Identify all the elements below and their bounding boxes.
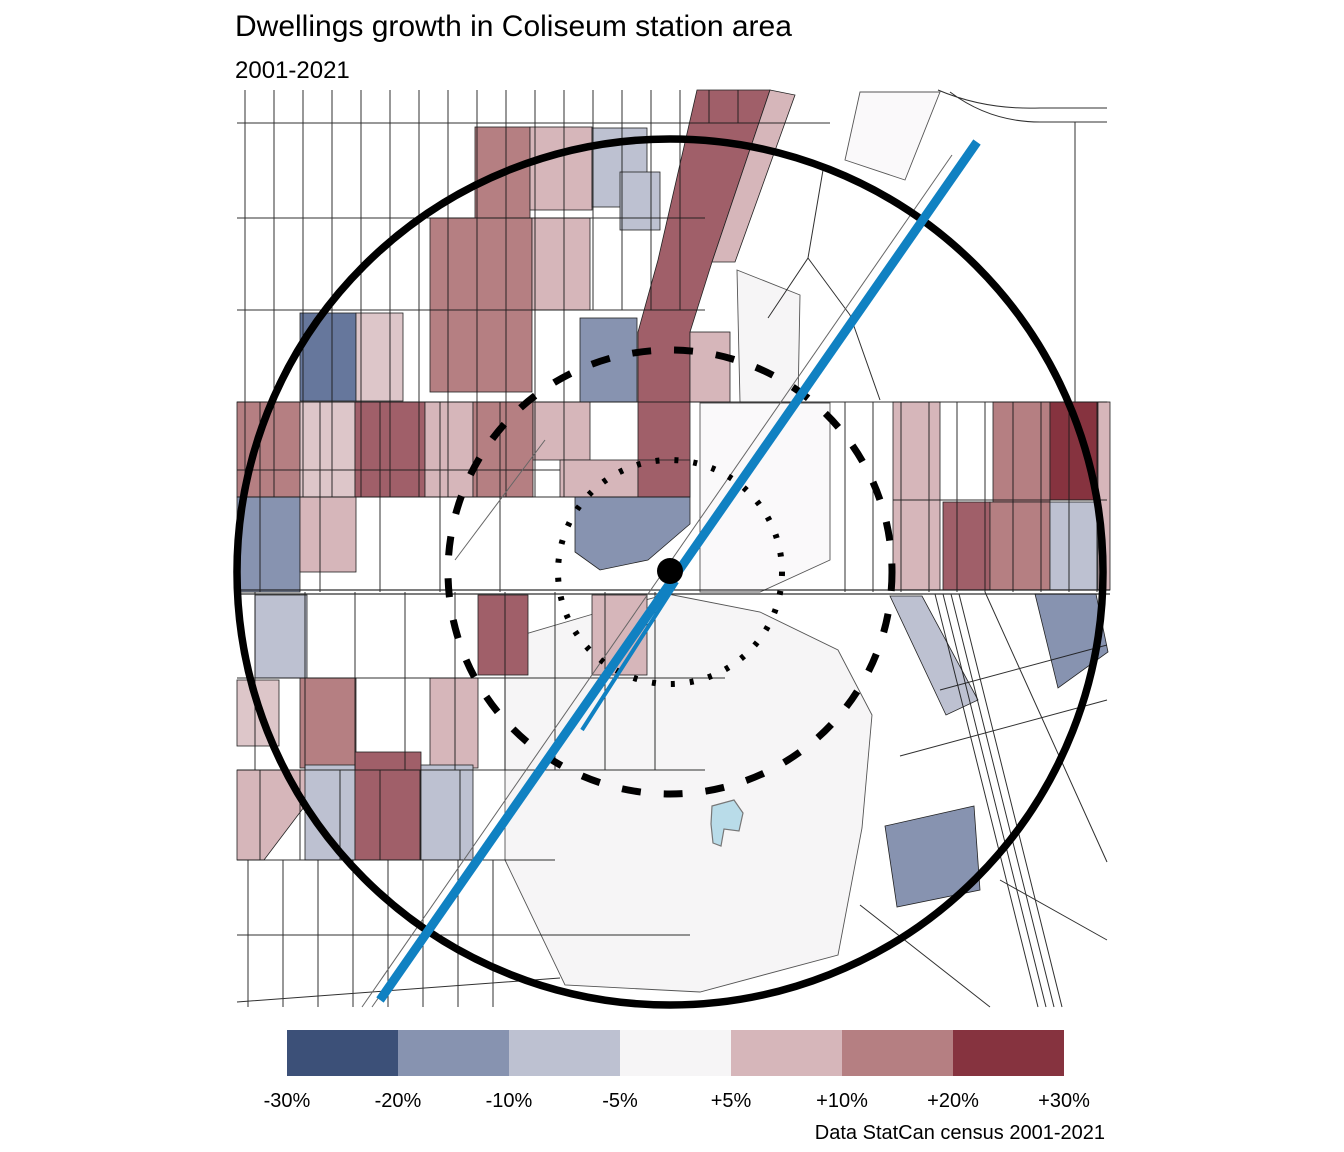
station-area-map (233, 89, 1111, 1009)
data-source-caption: Data StatCan census 2001-2021 (814, 1122, 1105, 1144)
street-grid (236, 89, 1110, 1008)
ring-middle-dashed (444, 346, 896, 798)
page-subtitle: 2001-2021 (235, 57, 350, 84)
legend-label: -30% (263, 1090, 311, 1112)
legend-swatch (287, 1030, 398, 1076)
legend-swatch (398, 1030, 509, 1076)
legend-swatch (731, 1030, 842, 1076)
legend-label: +5% (710, 1090, 752, 1112)
legend-label: +10% (816, 1090, 868, 1112)
legend-swatch (842, 1030, 953, 1076)
legend-label: -5% (602, 1090, 638, 1112)
distance-rings (233, 135, 1107, 1009)
legend-label: -10% (485, 1090, 533, 1112)
ring-outer-solid (233, 135, 1107, 1009)
legend-swatch (620, 1030, 731, 1076)
pond (710, 799, 744, 847)
legend-label: -20% (374, 1090, 422, 1112)
legend-swatch (953, 1030, 1064, 1076)
station-dot (657, 558, 683, 584)
ring-inner-dotted (555, 457, 785, 687)
page-title: Dwellings growth in Coliseum station are… (235, 10, 792, 43)
legend-label: +20% (927, 1090, 979, 1112)
legend-label: +30% (1038, 1090, 1090, 1112)
legend-swatch (509, 1030, 620, 1076)
